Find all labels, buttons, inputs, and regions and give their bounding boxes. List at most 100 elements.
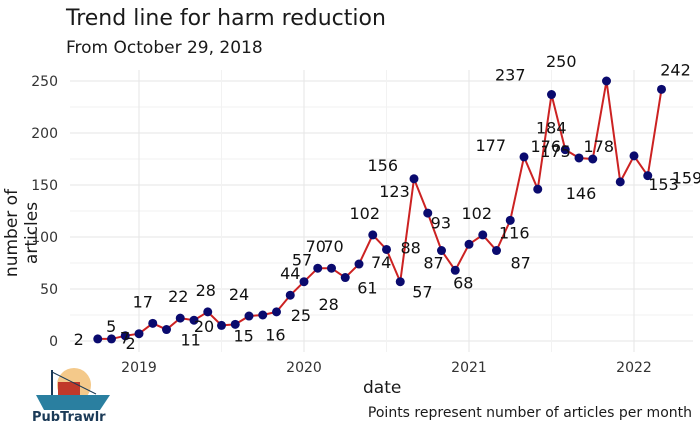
x-tick-label: 2020 (286, 360, 322, 376)
data-label: 87 (423, 254, 443, 273)
data-point (395, 277, 405, 287)
data-point (340, 273, 350, 283)
data-label: 175 (540, 142, 571, 161)
data-label: 177 (475, 136, 506, 155)
data-point (533, 184, 543, 194)
data-point (368, 230, 378, 240)
x-axis-label: date (363, 378, 402, 398)
data-label: 2 (74, 330, 84, 349)
data-point (382, 244, 391, 254)
data-point (134, 329, 144, 339)
data-point (327, 263, 336, 273)
data-point (409, 174, 419, 184)
series (93, 76, 666, 344)
y-tick-label: 150 (31, 178, 58, 194)
data-point (615, 177, 625, 187)
data-point (560, 145, 570, 155)
data-point (574, 153, 584, 163)
data-point (175, 313, 185, 323)
data-label: 28 (196, 281, 216, 300)
data-label: 178 (583, 137, 614, 156)
data-point (492, 246, 501, 256)
data-point (464, 239, 474, 249)
data-point (629, 151, 639, 161)
data-label: 250 (546, 52, 577, 71)
data-label: 70 (323, 237, 343, 256)
data-point (657, 84, 666, 94)
data-label: 237 (495, 66, 526, 85)
data-label: 22 (168, 287, 188, 306)
data-label: 74 (371, 253, 391, 272)
data-point (120, 331, 130, 341)
data-label: 116 (499, 223, 530, 242)
y-tick-label: 250 (31, 74, 58, 90)
x-tick-label: 2021 (451, 360, 487, 376)
boat-hull-icon (36, 395, 110, 410)
chart-caption: Points represent number of articles per … (367, 405, 692, 421)
data-point (437, 246, 446, 256)
data-point (299, 277, 309, 287)
data-label: 5 (106, 317, 116, 336)
data-label: 57 (412, 283, 432, 302)
chart-subtitle: From October 29, 2018 (66, 38, 263, 58)
data-label: 11 (181, 331, 201, 350)
data-label: 88 (401, 238, 421, 257)
data-label: 102 (461, 204, 492, 223)
y-tick-label: 0 (49, 334, 58, 350)
data-label: 176 (530, 137, 561, 156)
data-point (450, 265, 460, 275)
data-label: 2 (126, 334, 136, 353)
data-label: 44 (280, 264, 300, 283)
y-tick-label: 100 (31, 230, 58, 246)
data-label: 16 (265, 325, 285, 344)
data-label: 20 (194, 317, 214, 336)
data-point (354, 259, 364, 269)
net-line-icon (51, 371, 97, 395)
data-label: 57 (292, 251, 312, 270)
y-tick-label: 200 (31, 126, 58, 142)
pubtrawlr-logo (36, 368, 110, 410)
data-point (258, 310, 268, 320)
logo-text: PubTrawlr (32, 410, 106, 425)
data-point (519, 152, 529, 162)
data-label: 184 (536, 119, 567, 138)
data-point (643, 171, 653, 181)
x-tick-label: 2022 (616, 360, 652, 376)
data-point (505, 215, 515, 225)
grid (70, 70, 693, 352)
data-label: 93 (431, 213, 451, 232)
data-label: 25 (291, 306, 311, 325)
data-point (478, 230, 488, 240)
data-label: 70 (306, 237, 326, 256)
data-label: 61 (357, 279, 377, 298)
data-label: 7 (120, 329, 130, 348)
data-point (285, 290, 295, 300)
data-point (423, 208, 433, 218)
data-point (313, 263, 323, 273)
data-label: 17 (133, 292, 153, 311)
data-point (203, 307, 213, 317)
data-point (93, 334, 103, 344)
data-label: 159 (672, 169, 700, 188)
data-point (272, 307, 281, 317)
chart-title: Trend line for harm reduction (66, 6, 386, 31)
data-point (217, 320, 226, 330)
data-label: 146 (566, 184, 597, 203)
x-tick-label: 2019 (121, 360, 157, 376)
data-point (189, 315, 199, 325)
data-label: 28 (319, 295, 339, 314)
data-label: 15 (234, 326, 254, 345)
boat-cabin-icon (58, 382, 80, 395)
data-label: 242 (660, 60, 691, 79)
data-label: 123 (379, 182, 410, 201)
y-tick-label: 50 (40, 282, 58, 298)
data-point (244, 311, 254, 321)
data-label: 153 (648, 175, 679, 194)
data-label: 156 (367, 156, 398, 175)
data-point (547, 90, 556, 100)
data-label: 24 (229, 285, 249, 304)
data-point (107, 334, 116, 344)
